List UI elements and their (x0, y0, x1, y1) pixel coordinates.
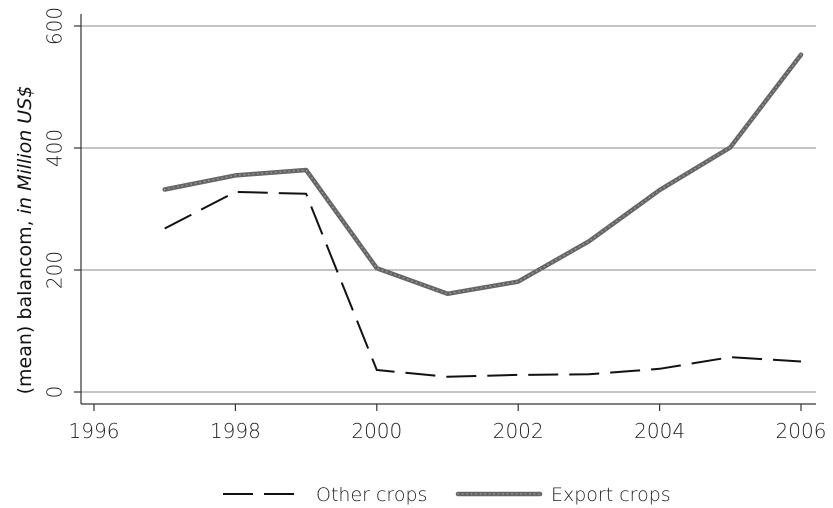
y-tick-label-400: 400 (43, 129, 67, 167)
tick-labels: 0 200 400 600 1996 1998 2000 2002 2004 2006 (43, 7, 827, 443)
y-tick-label-600: 600 (43, 7, 67, 45)
y-axis-title-unit: in Million US$ (14, 86, 36, 215)
legend-label-export-crops: Export crops (551, 484, 671, 506)
legend-label-other-crops: Other crops (316, 484, 427, 506)
y-axis-title-main: (mean) balancom, (14, 214, 36, 394)
x-tick-label-2006: 2006 (776, 419, 827, 443)
x-tick-label-1996: 1996 (69, 419, 120, 443)
y-tick-label-200: 200 (43, 251, 67, 289)
series-line-texture-export-crops (163, 53, 802, 295)
x-tick-label-2004: 2004 (634, 419, 685, 443)
x-tick-label-2000: 2000 (351, 419, 402, 443)
y-tick-label-0: 0 (43, 386, 67, 399)
x-tick-label-2002: 2002 (493, 419, 544, 443)
y-axis-title: (mean) balancom, in Million US$ (14, 86, 36, 395)
legend: Other crops Export crops (223, 484, 671, 506)
series-line-export-crops (162, 52, 804, 297)
x-tick-label-1998: 1998 (210, 419, 261, 443)
axes (74, 14, 816, 411)
gridlines (81, 25, 816, 393)
series-line-other-crops (164, 190, 802, 378)
series-lines (162, 52, 804, 378)
